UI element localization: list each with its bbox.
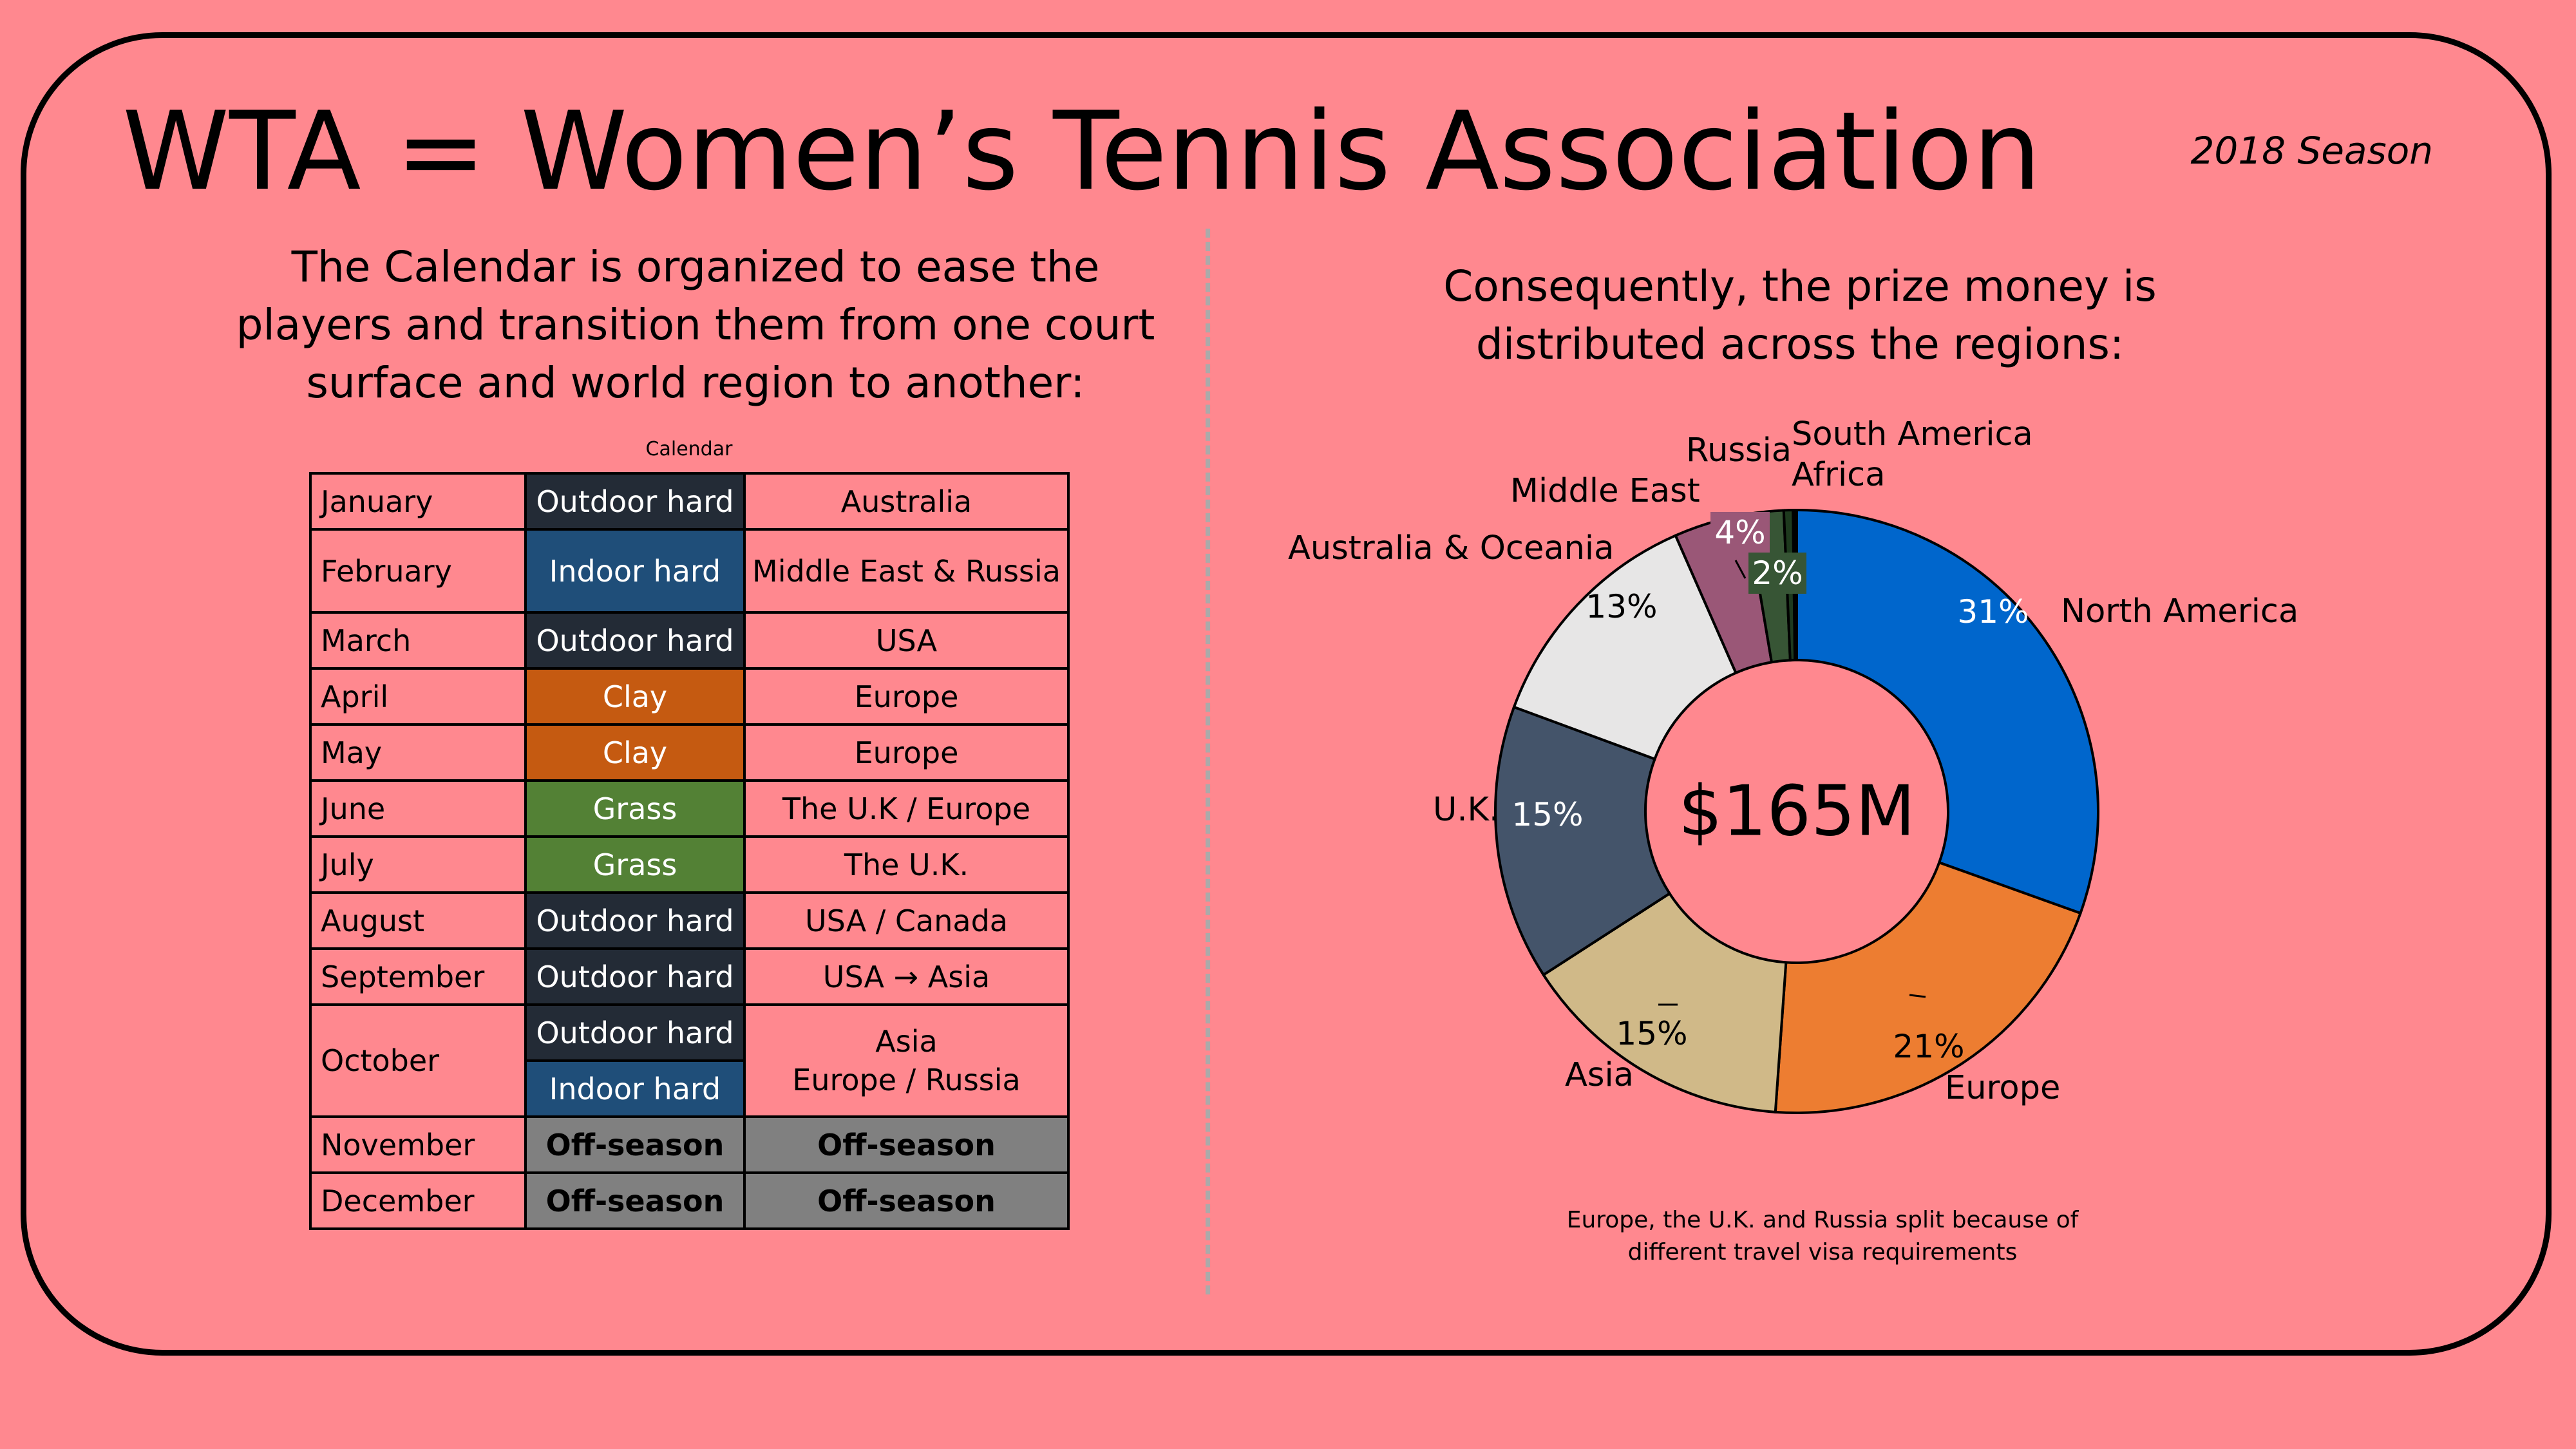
calendar-row: August Outdoor hard USA / Canada <box>309 891 1070 950</box>
calendar-region-line: Europe / Russia <box>792 1063 1021 1097</box>
calendar-surface: Grass <box>524 835 746 894</box>
calendar-region-line: Asia <box>875 1024 938 1059</box>
donut-region-label: U.K. <box>1433 791 1500 829</box>
donut-label-background <box>1748 553 1806 594</box>
calendar-row: October Outdoor hard Asia Europe / Russia <box>309 1003 1070 1118</box>
calendar-surface: Clay <box>524 723 746 782</box>
donut-percent-label: 13% <box>1586 588 1657 625</box>
calendar-surface: Grass <box>524 779 746 838</box>
calendar-region: Asia Europe / Russia <box>743 1003 1070 1118</box>
calendar-month: November <box>309 1115 527 1174</box>
donut-slice-north-america <box>1795 508 2099 915</box>
calendar-table: January Outdoor hard Australia February Indo… <box>309 472 1070 1230</box>
calendar-month: July <box>309 835 527 894</box>
calendar-row: June Grass The U.K / Europe <box>309 779 1070 838</box>
calendar-month: June <box>309 779 527 838</box>
calendar-surface: Indoor hard <box>524 1059 746 1118</box>
visa-split-note: Europe, the U.K. and Russia split becaus… <box>1566 1207 2079 1265</box>
calendar-surface: Outdoor hard <box>524 1003 746 1062</box>
calendar-row: March Outdoor hard USA <box>309 611 1070 670</box>
donut-center-total: $165M <box>1678 772 1915 852</box>
calendar-row: July Grass The U.K. <box>309 835 1070 894</box>
donut-region-label: Australia & Oceania <box>1288 529 1615 567</box>
calendar-surface: Outdoor hard <box>524 472 746 531</box>
calendar-region: USA <box>743 611 1070 670</box>
donut-region-label: South America <box>1792 415 2033 453</box>
calendar-surface: Outdoor hard <box>524 947 746 1006</box>
calendar-caption: Calendar <box>645 438 733 460</box>
calendar-region: Europe <box>743 723 1070 782</box>
season-label: 2018 Season <box>2190 129 2433 173</box>
donut-percent-label: 2% <box>1752 554 1803 592</box>
calendar-region: Off-season <box>743 1171 1070 1230</box>
donut-slice-australia-oceania <box>1512 533 1738 761</box>
donut-region-label: Middle East <box>1510 472 1700 510</box>
calendar-surface: Off-season <box>524 1115 746 1174</box>
calendar-month: February <box>309 528 527 614</box>
calendar-region: The U.K / Europe <box>743 779 1070 838</box>
calendar-surface: Clay <box>524 667 746 726</box>
donut-region-label: Africa <box>1792 456 1886 494</box>
rounded-frame <box>21 32 2552 1356</box>
calendar-month: August <box>309 891 527 950</box>
calendar-month: April <box>309 667 527 726</box>
calendar-row: December Off-season Off-season <box>309 1171 1070 1230</box>
donut-percent-label: 4% <box>1714 514 1765 551</box>
calendar-row: April Clay Europe <box>309 667 1070 726</box>
calendar-surface: Off-season <box>524 1171 746 1230</box>
donut-slice-asia <box>1541 891 1788 1113</box>
calendar-row: January Outdoor hard Australia <box>309 472 1070 531</box>
donut-region-label: Europe <box>1945 1069 2061 1107</box>
calendar-row: September Outdoor hard USA → Asia <box>309 947 1070 1006</box>
calendar-surface: Outdoor hard <box>524 611 746 670</box>
calendar-region: Europe <box>743 667 1070 726</box>
calendar-region: Australia <box>743 472 1070 531</box>
calendar-surface: Outdoor hard <box>524 891 746 950</box>
calendar-intro-text: The Calendar is organized to ease the pl… <box>236 242 1155 408</box>
calendar-row: Indoor hard <box>310 1059 1068 1118</box>
donut-percent-label: 15% <box>1511 796 1583 833</box>
donut-percent-label: 15% <box>1616 1015 1687 1052</box>
calendar-row: November Off-season Off-season <box>309 1115 1070 1174</box>
calendar-month: September <box>309 947 527 1006</box>
donut-region-label: North America <box>2061 592 2299 630</box>
calendar-month: December <box>309 1171 527 1230</box>
calendar-month: March <box>309 611 527 670</box>
calendar-surface: Indoor hard <box>524 528 746 614</box>
section-divider <box>1206 229 1210 1294</box>
calendar-region: Middle East & Russia <box>743 528 1070 614</box>
calendar-region: USA → Asia <box>743 947 1070 1006</box>
donut-percent-label: 31% <box>1957 593 2029 630</box>
donut-percent-label: 21% <box>1893 1028 1964 1065</box>
calendar-region: The U.K. <box>743 835 1070 894</box>
donut-leader-line <box>1909 994 1926 998</box>
calendar-region: USA / Canada <box>743 891 1070 950</box>
donut-region-label: Russia <box>1686 431 1792 469</box>
prize-money-intro-text: Consequently, the prize money is distrib… <box>1443 261 2157 369</box>
calendar-row: February Indoor hard Middle East & Russia <box>309 528 1070 614</box>
donut-slice-u-k- <box>1494 705 1672 977</box>
calendar-row: May Clay Europe <box>309 723 1070 782</box>
calendar-month: January <box>309 472 527 531</box>
calendar-month: May <box>309 723 527 782</box>
donut-label-background <box>1710 512 1770 553</box>
calendar-region: Off-season <box>743 1115 1070 1174</box>
calendar-month: October <box>309 1003 527 1118</box>
donut-slice-europe <box>1774 860 2083 1114</box>
donut-leader-line <box>1734 560 1747 579</box>
page-title: WTA = Women’s Tennis Association <box>122 88 2041 214</box>
donut-region-label: Asia <box>1565 1056 1634 1094</box>
prize-money-donut-chart: 31% 21% 15% 15% 13% 4%2% $165M <box>1494 508 2099 1114</box>
